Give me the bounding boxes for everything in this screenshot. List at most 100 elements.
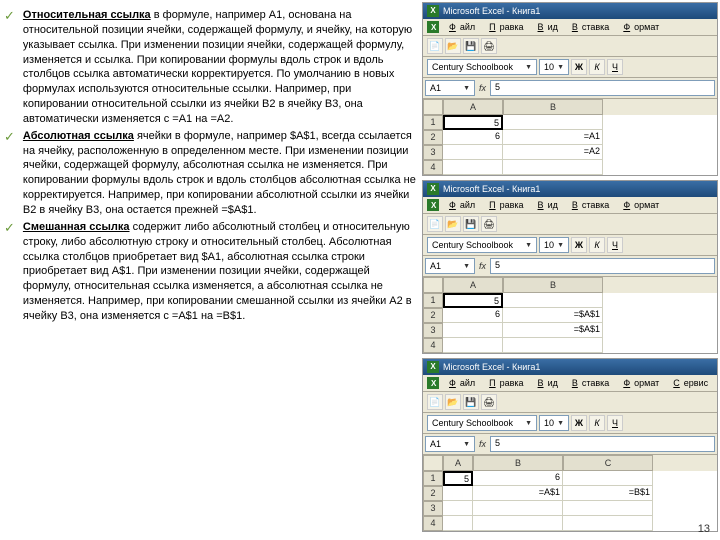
col-header-B[interactable]: B	[503, 277, 603, 293]
name-box[interactable]: A1▼	[425, 258, 475, 274]
select-all-corner[interactable]	[423, 99, 443, 115]
cell-A3[interactable]	[443, 323, 503, 338]
col-header-B[interactable]: B	[503, 99, 603, 115]
menu-Формат[interactable]: Формат	[615, 21, 663, 33]
bold-icon[interactable]: Ж	[571, 59, 587, 75]
cell-B4[interactable]	[473, 516, 563, 531]
underline-icon[interactable]: Ч	[607, 59, 623, 75]
print-icon[interactable]: 🖨	[481, 394, 497, 410]
new-icon[interactable]: 📄	[427, 216, 443, 232]
row-header-3[interactable]: 3	[423, 323, 443, 338]
print-icon[interactable]: 🖨	[481, 216, 497, 232]
cell-C4[interactable]	[563, 516, 653, 531]
cell-C1[interactable]	[563, 471, 653, 486]
save-icon[interactable]: 💾	[463, 38, 479, 54]
row-header-3[interactable]: 3	[423, 501, 443, 516]
cell-B3[interactable]	[473, 501, 563, 516]
menu-Формат[interactable]: Формат	[615, 377, 663, 389]
row-header-4[interactable]: 4	[423, 160, 443, 175]
select-all-corner[interactable]	[423, 277, 443, 293]
formula-input[interactable]: 5	[490, 258, 715, 274]
italic-icon[interactable]: К	[589, 415, 605, 431]
menu-Вставка[interactable]: Вставка	[564, 21, 613, 33]
cell-A4[interactable]	[443, 516, 473, 531]
open-icon[interactable]: 📂	[445, 216, 461, 232]
menu-Данные[interactable]: Данные	[714, 377, 720, 389]
cell-B2[interactable]: =A1	[503, 130, 603, 145]
new-icon[interactable]: 📄	[427, 38, 443, 54]
cell-B4[interactable]	[503, 338, 603, 353]
cell-C2[interactable]: =B$1	[563, 486, 653, 501]
select-all-corner[interactable]	[423, 455, 443, 471]
fontsize-selector[interactable]: 10▼	[539, 415, 569, 431]
cell-B2[interactable]: =A$1	[473, 486, 563, 501]
col-header-C[interactable]: C	[563, 455, 653, 471]
menu-Вставка[interactable]: Вставка	[564, 199, 613, 211]
fontsize-selector[interactable]: 10▼	[539, 59, 569, 75]
menu-Сервис[interactable]: Сервис	[665, 377, 712, 389]
underline-icon[interactable]: Ч	[607, 237, 623, 253]
menu-Правка[interactable]: Правка	[481, 21, 527, 33]
menu-Правка[interactable]: Правка	[481, 377, 527, 389]
font-selector[interactable]: Century Schoolbook▼	[427, 237, 537, 253]
cell-B3[interactable]: =A2	[503, 145, 603, 160]
cell-A2[interactable]	[443, 486, 473, 501]
cell-A4[interactable]	[443, 338, 503, 353]
formula-input[interactable]: 5	[490, 80, 715, 96]
row-header-2[interactable]: 2	[423, 130, 443, 145]
fx-icon[interactable]: fx	[479, 261, 486, 271]
name-box[interactable]: A1▼	[425, 80, 475, 96]
cell-A1[interactable]: 5	[443, 293, 503, 308]
menu-Формат[interactable]: Формат	[615, 199, 663, 211]
row-header-4[interactable]: 4	[423, 338, 443, 353]
menu-Правка[interactable]: Правка	[481, 199, 527, 211]
cell-B4[interactable]	[503, 160, 603, 175]
col-header-A[interactable]: A	[443, 455, 473, 471]
row-header-2[interactable]: 2	[423, 486, 443, 501]
menu-Файл[interactable]: Файл	[441, 377, 479, 389]
cell-B1[interactable]: 6	[473, 471, 563, 486]
row-header-1[interactable]: 1	[423, 293, 443, 308]
name-box[interactable]: A1▼	[425, 436, 475, 452]
cell-A2[interactable]: 6	[443, 308, 503, 323]
italic-icon[interactable]: К	[589, 59, 605, 75]
cell-A2[interactable]: 6	[443, 130, 503, 145]
font-selector[interactable]: Century Schoolbook▼	[427, 415, 537, 431]
cell-A1[interactable]: 5	[443, 115, 503, 130]
open-icon[interactable]: 📂	[445, 394, 461, 410]
col-header-B[interactable]: B	[473, 455, 563, 471]
cell-A4[interactable]	[443, 160, 503, 175]
cell-B1[interactable]	[503, 293, 603, 308]
menu-Файл[interactable]: Файл	[441, 21, 479, 33]
save-icon[interactable]: 💾	[463, 394, 479, 410]
cell-C3[interactable]	[563, 501, 653, 516]
cell-B2[interactable]: =$A$1	[503, 308, 603, 323]
col-header-A[interactable]: A	[443, 99, 503, 115]
fontsize-selector[interactable]: 10▼	[539, 237, 569, 253]
open-icon[interactable]: 📂	[445, 38, 461, 54]
save-icon[interactable]: 💾	[463, 216, 479, 232]
row-header-1[interactable]: 1	[423, 115, 443, 130]
menu-Вид[interactable]: Вид	[530, 199, 562, 211]
new-icon[interactable]: 📄	[427, 394, 443, 410]
cell-A3[interactable]	[443, 145, 503, 160]
col-header-A[interactable]: A	[443, 277, 503, 293]
menu-Вид[interactable]: Вид	[530, 377, 562, 389]
fx-icon[interactable]: fx	[479, 83, 486, 93]
italic-icon[interactable]: К	[589, 237, 605, 253]
bold-icon[interactable]: Ж	[571, 415, 587, 431]
menu-Вставка[interactable]: Вставка	[564, 377, 613, 389]
cell-B1[interactable]	[503, 115, 603, 130]
row-header-2[interactable]: 2	[423, 308, 443, 323]
bold-icon[interactable]: Ж	[571, 237, 587, 253]
row-header-3[interactable]: 3	[423, 145, 443, 160]
cell-B3[interactable]: =$A$1	[503, 323, 603, 338]
fx-icon[interactable]: fx	[479, 439, 486, 449]
cell-A3[interactable]	[443, 501, 473, 516]
row-header-1[interactable]: 1	[423, 471, 443, 486]
underline-icon[interactable]: Ч	[607, 415, 623, 431]
row-header-4[interactable]: 4	[423, 516, 443, 531]
menu-Файл[interactable]: Файл	[441, 199, 479, 211]
print-icon[interactable]: 🖨	[481, 38, 497, 54]
cell-A1[interactable]: 5	[443, 471, 473, 486]
